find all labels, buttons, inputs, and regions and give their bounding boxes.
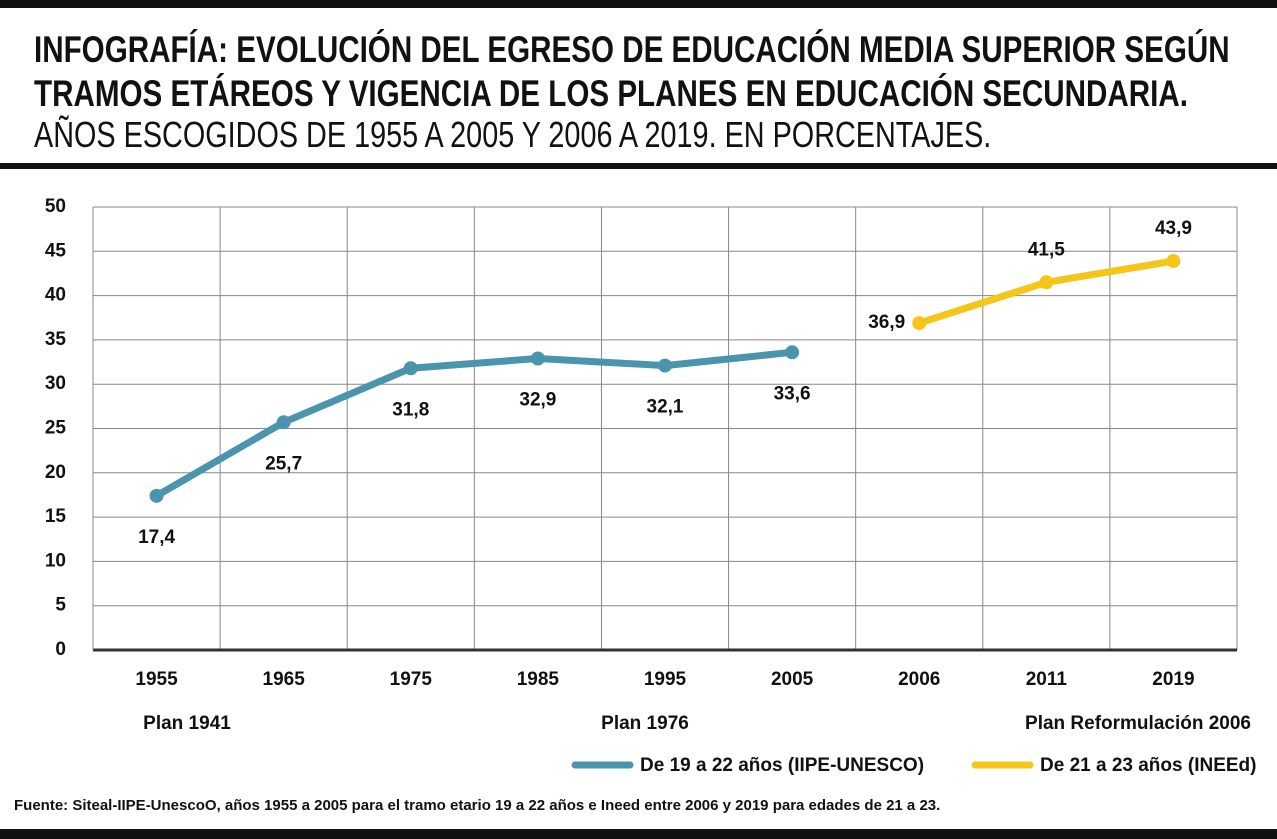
data-label: 36,9 xyxy=(868,312,905,333)
data-point xyxy=(658,358,672,373)
data-label: 33,6 xyxy=(774,383,811,404)
x-tick-label: 2006 xyxy=(898,669,940,690)
x-tick-label: 1965 xyxy=(263,669,306,690)
x-tick-label: 1975 xyxy=(390,669,433,690)
annotation: Plan 1976 xyxy=(601,713,689,734)
data-point xyxy=(403,361,418,376)
divider xyxy=(0,163,1277,169)
data-label: 32,1 xyxy=(647,397,684,418)
data-label: 25,7 xyxy=(265,453,302,474)
x-tick-label: 1995 xyxy=(644,669,687,690)
x-tick-label: 2019 xyxy=(1152,669,1194,690)
y-tick-label: 30 xyxy=(45,373,66,394)
x-tick-label: 1985 xyxy=(517,669,560,690)
y-tick-label: 40 xyxy=(45,285,66,306)
x-tick-label: 2005 xyxy=(771,669,814,690)
y-tick-label: 5 xyxy=(55,595,66,616)
data-label: 17,4 xyxy=(138,527,175,548)
bottom-bar xyxy=(0,829,1277,839)
y-tick-label: 15 xyxy=(45,506,67,527)
data-label: 31,8 xyxy=(392,399,429,420)
data-point xyxy=(912,316,927,331)
annotation: Plan Reformulación 2006 xyxy=(1025,713,1251,734)
data-point xyxy=(530,351,545,366)
y-tick-label: 25 xyxy=(45,418,67,439)
data-point xyxy=(276,415,291,430)
y-tick-label: 45 xyxy=(45,240,67,261)
y-tick-label: 10 xyxy=(45,550,66,571)
source-note: Fuente: Siteal-IIPE-UnescoO, años 1955 a… xyxy=(14,797,940,814)
y-tick-label: 50 xyxy=(45,196,66,217)
data-point xyxy=(149,488,164,503)
data-point xyxy=(1166,254,1181,269)
y-tick-label: 20 xyxy=(45,462,66,483)
x-tick-label: 2011 xyxy=(1026,669,1068,690)
legend-label: De 21 a 23 años (INEEd) xyxy=(1040,755,1256,776)
annotation: Plan 1941 xyxy=(143,713,231,734)
top-bar xyxy=(0,0,1277,8)
series-line xyxy=(918,257,1175,327)
y-tick-label: 35 xyxy=(45,329,67,350)
chart-subtitle: AÑOS ESCOGIDOS DE 1955 A 2005 Y 2006 A 2… xyxy=(34,114,992,155)
legend-label: De 19 a 22 años (IIPE-UNESCO) xyxy=(640,755,924,776)
x-tick-label: 1955 xyxy=(135,669,178,690)
series-line xyxy=(154,348,793,499)
data-label: 32,9 xyxy=(519,390,556,411)
y-tick-label: 0 xyxy=(55,639,66,660)
data-label: 41,5 xyxy=(1028,239,1065,260)
chart: Plan 1941 Plan 1976 Plan Reformulación 2… xyxy=(14,196,1256,814)
data-label: 43,9 xyxy=(1155,218,1192,239)
data-point xyxy=(785,345,800,360)
chart-title: INFOGRAFÍA: EVOLUCIÓN DEL EGRESO DE EDUC… xyxy=(34,29,1230,114)
data-point xyxy=(1039,275,1054,290)
